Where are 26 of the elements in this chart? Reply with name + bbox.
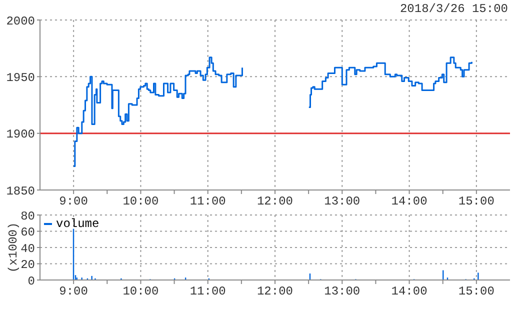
x-tick-label: 10:00: [122, 194, 159, 209]
x-tick-label: 15:00: [458, 284, 494, 299]
x-tick-label: 11:00: [190, 194, 226, 209]
legend-label: volume: [56, 217, 100, 231]
y-tick-label: 1900: [6, 128, 35, 142]
y-tick-label: 1850: [6, 184, 35, 198]
x-tick-label: 13:00: [324, 194, 360, 209]
y-tick-label: 1950: [6, 70, 35, 85]
x-tick-label: 12:00: [256, 194, 294, 209]
x-tick-label: 12:00: [256, 284, 294, 299]
x-tick-label: 14:00: [391, 284, 428, 299]
y-tick-label: 60: [20, 226, 35, 240]
y-axis-title: (x1000): [6, 222, 20, 273]
x-tick-label: 10:00: [122, 284, 159, 299]
chart-subtitle: 2018/3/26 15:00: [400, 2, 508, 16]
y-tick-label: 80: [20, 209, 35, 224]
x-tick-label: 15:00: [458, 194, 494, 209]
y-tick-label: 20: [20, 258, 35, 272]
x-tick-label: 9:00: [59, 194, 88, 209]
y-tick-label: 0: [28, 274, 35, 288]
x-tick-label: 14:00: [391, 194, 428, 209]
x-tick-label: 9:00: [59, 284, 88, 299]
x-tick-label: 11:00: [190, 284, 226, 299]
y-tick-label: 40: [20, 242, 35, 256]
y-tick-label: 2000: [6, 14, 35, 28]
x-tick-label: 13:00: [324, 284, 360, 299]
